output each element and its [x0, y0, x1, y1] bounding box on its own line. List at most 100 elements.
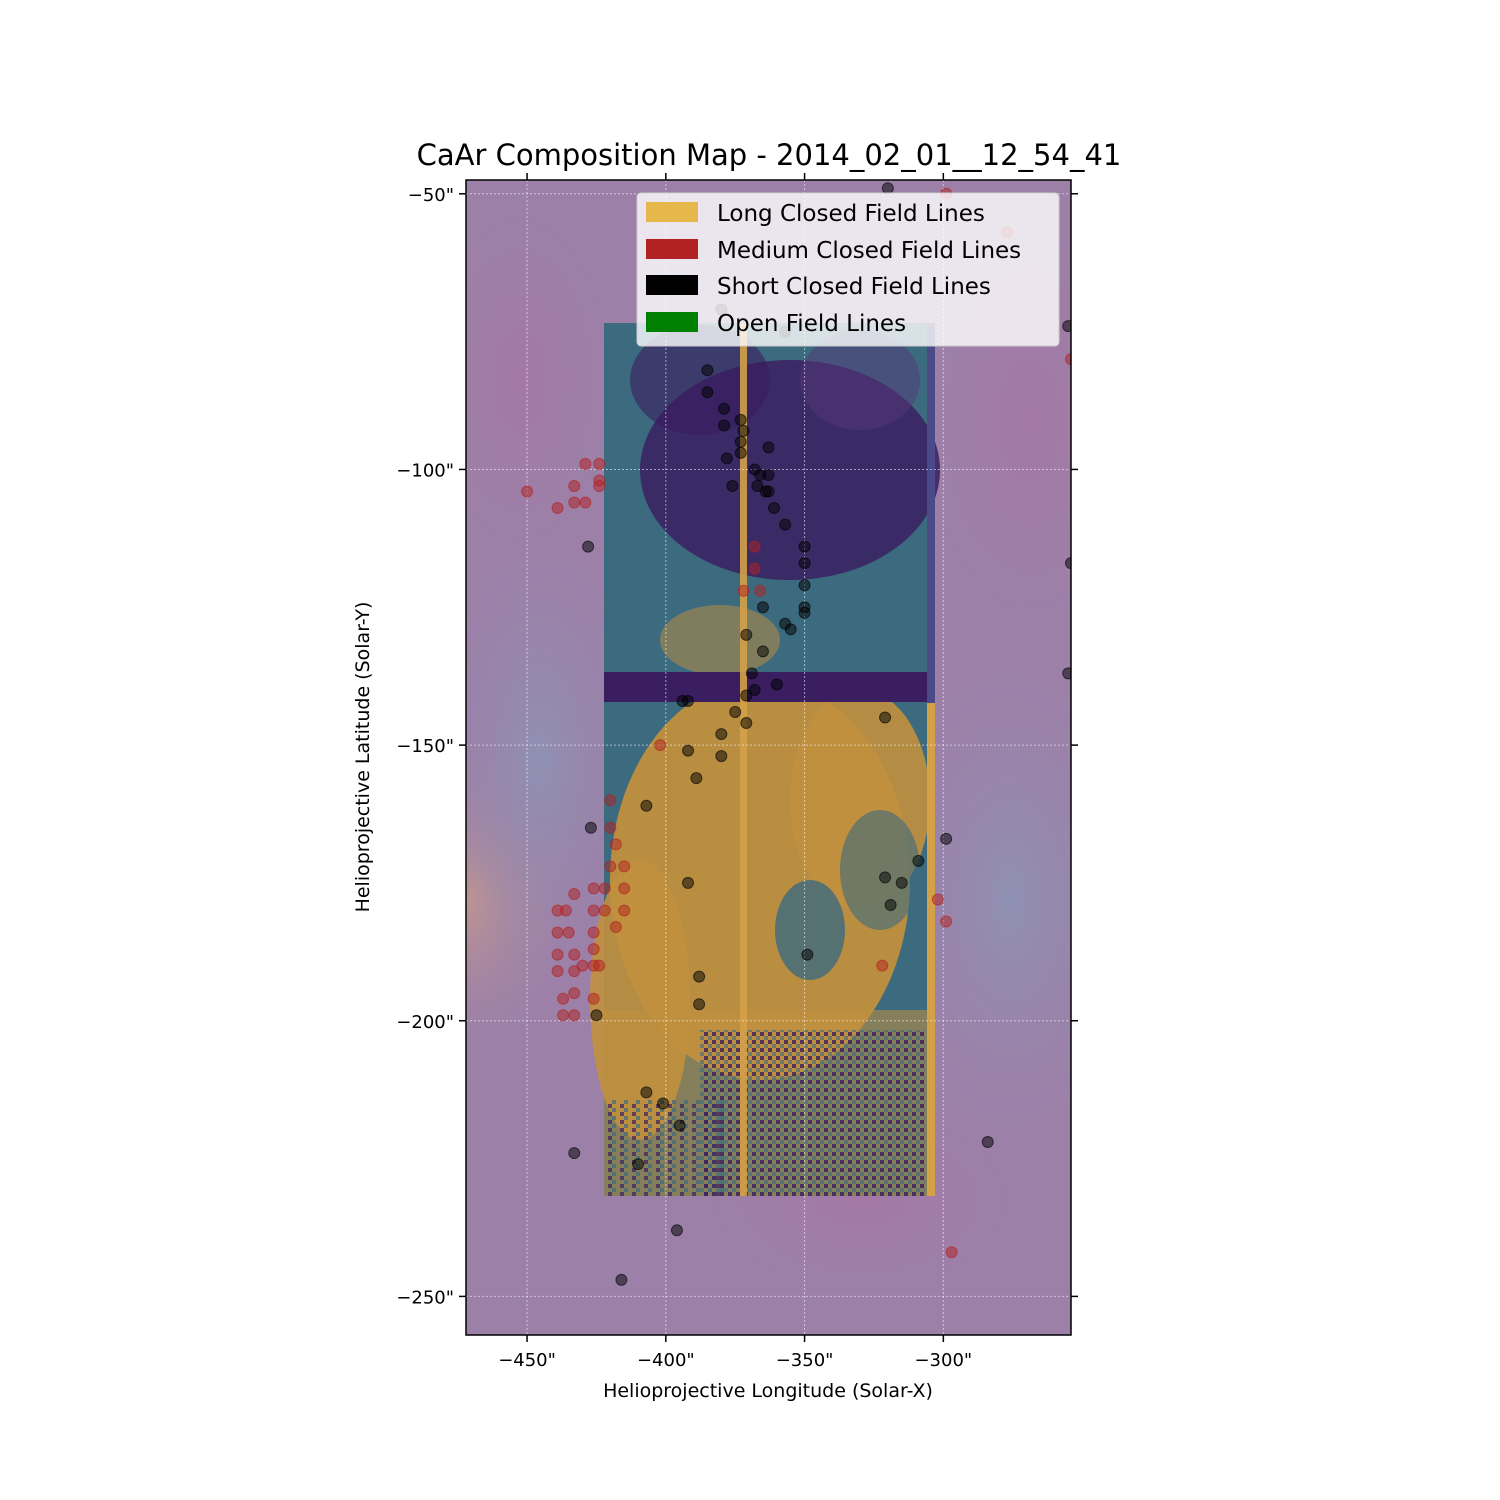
legend-label-short-closed: Short Closed Field Lines	[717, 274, 991, 300]
point-short-closed-field-lines	[1062, 320, 1071, 333]
point-short-closed-field-lines	[726, 479, 739, 492]
point-short-closed-field-lines	[615, 1273, 628, 1286]
point-medium-closed-field-lines	[604, 794, 617, 807]
point-medium-closed-field-lines	[568, 496, 581, 509]
legend-swatch-open	[646, 312, 698, 332]
legend-box	[636, 192, 1060, 347]
point-short-closed-field-lines	[759, 485, 772, 498]
legend-label-long-closed: Long Closed Field Lines	[717, 201, 985, 227]
point-medium-closed-field-lines	[559, 904, 572, 917]
composition-raster	[590, 323, 940, 1196]
point-medium-closed-field-lines	[931, 893, 944, 906]
point-short-closed-field-lines	[701, 364, 714, 377]
point-medium-closed-field-lines	[587, 943, 600, 956]
point-short-closed-field-lines	[740, 689, 753, 702]
chart-title: CaAr Composition Map - 2014_02_01__12_54…	[416, 138, 1122, 172]
point-medium-closed-field-lines	[618, 904, 631, 917]
point-medium-closed-field-lines	[609, 921, 622, 934]
point-short-closed-field-lines	[682, 876, 695, 889]
point-short-closed-field-lines	[879, 711, 892, 724]
point-short-closed-field-lines	[715, 728, 728, 741]
point-short-closed-field-lines	[718, 419, 731, 432]
point-short-closed-field-lines	[895, 876, 908, 889]
legend-swatch-short-closed	[646, 275, 698, 295]
point-medium-closed-field-lines	[945, 1246, 958, 1259]
point-short-closed-field-lines	[729, 706, 742, 719]
legend: Long Closed Field Lines Medium Closed Fi…	[636, 192, 1060, 347]
point-medium-closed-field-lines	[551, 926, 564, 939]
point-medium-closed-field-lines	[587, 992, 600, 1005]
point-short-closed-field-lines	[734, 446, 747, 459]
point-medium-closed-field-lines	[737, 584, 750, 597]
point-medium-closed-field-lines	[1070, 329, 1071, 334]
point-medium-closed-field-lines	[940, 915, 953, 928]
point-medium-closed-field-lines	[876, 959, 889, 972]
plot-frame	[465, 179, 1072, 1336]
point-short-closed-field-lines	[632, 1158, 645, 1171]
x-tick-label: −350"	[776, 1350, 834, 1371]
point-short-closed-field-lines	[670, 1224, 683, 1237]
point-medium-closed-field-lines	[568, 479, 581, 492]
point-short-closed-field-lines	[715, 750, 728, 763]
point-medium-closed-field-lines	[551, 965, 564, 978]
point-medium-closed-field-lines	[557, 992, 570, 1005]
grid	[466, 180, 1071, 1335]
point-short-closed-field-lines	[740, 717, 753, 730]
point-short-closed-field-lines	[912, 854, 925, 867]
point-medium-closed-field-lines	[568, 948, 581, 961]
x-tick-label: −400"	[637, 1350, 695, 1371]
point-medium-closed-field-lines	[598, 882, 611, 895]
point-short-closed-field-lines	[801, 948, 814, 961]
point-medium-closed-field-lines	[568, 887, 581, 900]
point-short-closed-field-lines	[981, 1136, 994, 1149]
point-short-closed-field-lines	[673, 1119, 686, 1132]
point-medium-closed-field-lines	[568, 965, 581, 978]
legend-swatch-long-closed	[646, 202, 698, 222]
point-medium-closed-field-lines	[598, 904, 611, 917]
point-short-closed-field-lines	[734, 413, 747, 426]
point-short-closed-field-lines	[720, 452, 733, 465]
point-short-closed-field-lines	[751, 479, 764, 492]
x-tick-label: −300"	[914, 1350, 972, 1371]
point-medium-closed-field-lines	[579, 496, 592, 509]
point-short-closed-field-lines	[784, 623, 797, 636]
y-tick-label: −150"	[396, 736, 454, 757]
point-short-closed-field-lines	[884, 898, 897, 911]
point-short-closed-field-lines	[770, 678, 783, 691]
point-medium-closed-field-lines	[593, 959, 606, 972]
y-tick-label: −200"	[396, 1012, 454, 1033]
y-tick-label: −100"	[396, 460, 454, 481]
point-short-closed-field-lines	[768, 502, 781, 515]
point-short-closed-field-lines	[762, 441, 775, 454]
axis-ticks: −450" −400" −350" −300" −50" −100" −150" −200" −…	[396, 173, 1078, 1371]
point-short-closed-field-lines	[682, 694, 695, 707]
point-medium-closed-field-lines	[568, 1009, 581, 1022]
point-medium-closed-field-lines	[654, 739, 667, 752]
legend-label-medium-closed: Medium Closed Field Lines	[717, 238, 1021, 264]
point-short-closed-field-lines	[734, 435, 747, 448]
point-short-closed-field-lines	[748, 683, 761, 696]
point-medium-closed-field-lines	[609, 838, 622, 851]
point-short-closed-field-lines	[756, 645, 769, 658]
point-short-closed-field-lines	[798, 579, 811, 592]
point-medium-closed-field-lines	[587, 882, 600, 895]
y-tick-label: −250"	[396, 1287, 454, 1308]
y-axis-label: Helioprojective Latitude (Solar-Y)	[352, 602, 374, 913]
x-tick-label: −450"	[498, 1350, 556, 1371]
point-short-closed-field-lines	[693, 970, 706, 983]
point-short-closed-field-lines	[690, 772, 703, 785]
point-short-closed-field-lines	[762, 468, 775, 481]
point-medium-closed-field-lines	[604, 821, 617, 834]
point-short-closed-field-lines	[881, 182, 894, 195]
point-short-closed-field-lines	[682, 744, 695, 757]
legend-label-open: Open Field Lines	[717, 311, 906, 337]
point-short-closed-field-lines	[798, 557, 811, 570]
point-short-closed-field-lines	[640, 799, 653, 812]
point-short-closed-field-lines	[1065, 557, 1071, 570]
point-short-closed-field-lines	[590, 1009, 603, 1022]
point-short-closed-field-lines	[657, 1097, 670, 1110]
point-medium-closed-field-lines	[593, 479, 606, 492]
point-short-closed-field-lines	[745, 667, 758, 680]
point-medium-closed-field-lines	[618, 882, 631, 895]
point-short-closed-field-lines	[584, 821, 597, 834]
